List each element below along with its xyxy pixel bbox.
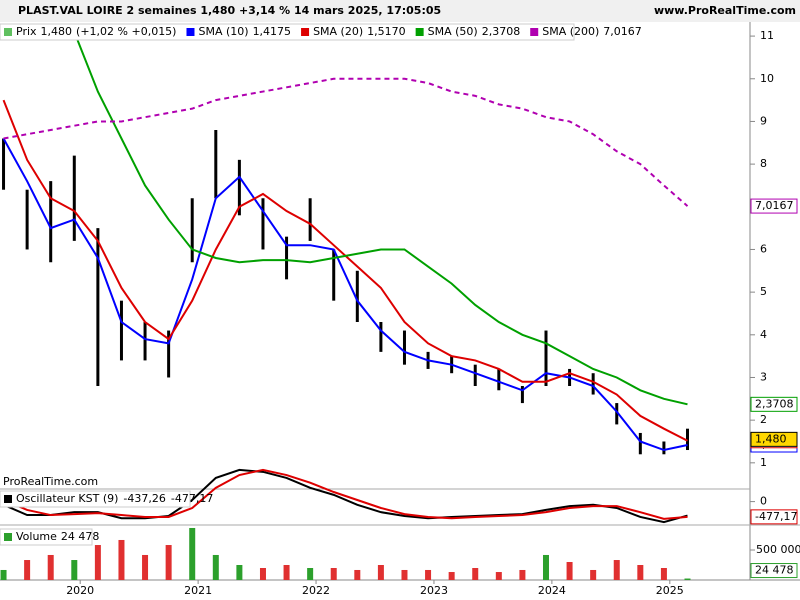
y-tick-label: 0 (760, 495, 767, 508)
volume-bar (660, 568, 667, 580)
value-tag: -477,17 (755, 510, 797, 523)
y-tick-label: 2 (760, 413, 767, 426)
x-tick-label: 2022 (302, 584, 330, 597)
legend-text: 24 478 (61, 530, 100, 543)
y-tick-label: 1 (760, 456, 767, 469)
legend-swatch (186, 28, 195, 36)
volume-bar (307, 568, 314, 580)
title: PLAST.VAL LOIRE 2 semaines 1,480 +3,14 %… (18, 4, 441, 17)
legend-bg (0, 528, 93, 546)
volume-bar (566, 562, 573, 580)
volume-bar (472, 568, 479, 580)
volume-bar (212, 554, 219, 580)
legend-text: Oscillateur KST (9) (16, 492, 118, 505)
volume-bar (401, 569, 408, 580)
legend-swatch (4, 28, 12, 36)
volume-bar (542, 554, 549, 580)
watermark: ProRealTime.com (3, 475, 98, 488)
legend-text: (+1,02 % +0,015) (76, 25, 176, 38)
y-tick-label: 500 000 (756, 543, 800, 556)
price-tag: 1,480 (755, 432, 787, 445)
volume-bar (613, 560, 620, 580)
legend-text: 1,5170 (367, 25, 406, 38)
x-tick-label: 2020 (66, 584, 94, 597)
value-tag-box (750, 198, 798, 214)
y-tick-label: 8 (760, 157, 767, 170)
volume-bar (24, 560, 31, 580)
x-tick-label: 2021 (184, 584, 212, 597)
header-bar (0, 0, 800, 22)
volume-bar (448, 572, 455, 580)
legend-text: SMA (10) (198, 25, 248, 38)
value-tag: 7,0167 (755, 199, 794, 212)
price-tag-box (750, 431, 798, 447)
legend-bg (0, 23, 575, 41)
legend-text: 1,4175 (253, 25, 292, 38)
legend-swatch (4, 533, 12, 541)
x-tick-label: 2025 (656, 584, 684, 597)
sma-line (2, 99, 688, 442)
volume-bar (519, 569, 526, 580)
sma-line (2, 138, 688, 452)
legend-text: -437,26 (123, 492, 165, 505)
legend-swatch (4, 495, 12, 503)
volume-bar (637, 565, 644, 580)
value-tag: 2,3708 (755, 397, 794, 410)
site: www.ProRealTime.com (654, 4, 796, 17)
sma-line (73, 31, 688, 406)
y-tick-label: 9 (760, 114, 767, 127)
kst-line (3, 468, 688, 524)
legend: Oscillateur KST (9) -437,26 -477,17 (0, 490, 213, 508)
volume-bar (236, 565, 243, 580)
volume-bar (425, 569, 432, 580)
legend-text: SMA (50) (428, 25, 478, 38)
y-tick-label: 5 (760, 285, 767, 298)
volume-bar (330, 568, 337, 580)
volume-bar (354, 569, 361, 580)
legend-swatch (415, 28, 424, 36)
volume-bar (189, 527, 196, 580)
x-tick-label: 2023 (420, 584, 448, 597)
volume-bar (165, 545, 172, 580)
kst-line (3, 468, 688, 520)
volume-bar (118, 539, 125, 580)
volume-bar (47, 554, 54, 580)
value-tag: 24 478 (755, 564, 794, 577)
y-tick-label: 11 (760, 29, 774, 42)
y-tick-label: 10 (760, 72, 774, 85)
y-tick-label: 4 (760, 328, 767, 341)
legend-text: Prix (16, 25, 37, 38)
legend-text: SMA (200) (542, 25, 599, 38)
volume-bar (590, 569, 597, 580)
legend-text: 2,3708 (482, 25, 521, 38)
legend: Volume 24 478 (0, 528, 100, 546)
x-tick-label: 2024 (538, 584, 566, 597)
volume-bar (0, 569, 7, 580)
legend-text: 1,480 (41, 25, 73, 38)
value-tag-box (750, 563, 798, 579)
legend-text: 7,0167 (603, 25, 642, 38)
volume-bar (377, 565, 384, 580)
value-tag-box (750, 509, 798, 525)
y-tick-label: 3 (760, 370, 767, 383)
sma-line (3, 77, 689, 207)
volume-bar (94, 545, 101, 580)
volume-bar (259, 568, 266, 580)
y-tick-label: 6 (760, 242, 767, 255)
volume-bar (495, 572, 502, 580)
volume-bar (71, 560, 78, 580)
legend-swatch (530, 28, 539, 36)
legend-text: Volume (16, 530, 57, 543)
legend-text: -477,17 (171, 492, 213, 505)
legend-text: SMA (20) (313, 25, 363, 38)
volume-bar (283, 565, 290, 580)
volume-bar (142, 554, 149, 580)
volume-bar (684, 578, 691, 580)
legend-swatch (301, 28, 310, 36)
legend-bg (0, 490, 191, 508)
legend: Prix 1,480 (+1,02 % +0,015) SMA (10) 1,4175 S… (0, 23, 642, 41)
value-tag-box (750, 396, 798, 412)
